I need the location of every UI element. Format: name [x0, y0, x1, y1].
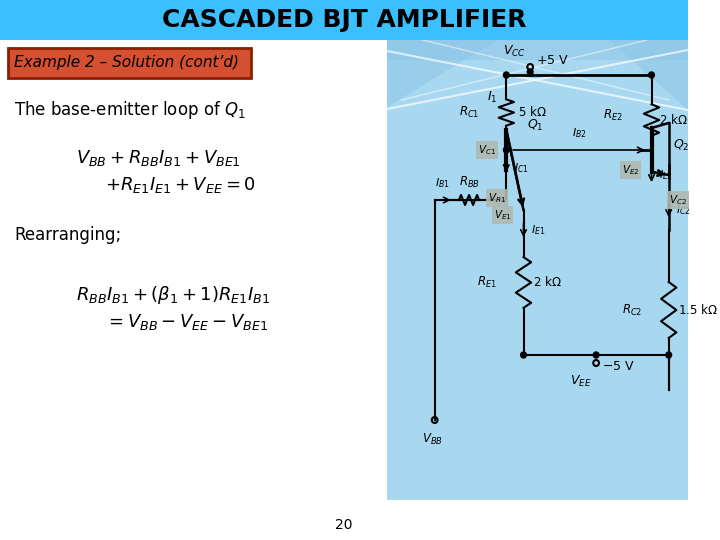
- Text: Example 2 – Solution (cont’d): Example 2 – Solution (cont’d): [14, 56, 239, 71]
- Text: $Q_2$: $Q_2$: [672, 138, 689, 152]
- Polygon shape: [382, 0, 564, 110]
- Text: Rearranging;: Rearranging;: [14, 226, 122, 244]
- Text: $+5\ \mathrm{V}$: $+5\ \mathrm{V}$: [536, 55, 569, 68]
- Text: $R_{E1}$: $R_{E1}$: [477, 275, 497, 290]
- Text: $V_{CC}$: $V_{CC}$: [503, 44, 526, 59]
- Circle shape: [666, 352, 672, 358]
- FancyBboxPatch shape: [8, 48, 251, 78]
- Text: $I_{L2}$: $I_{L2}$: [659, 168, 673, 182]
- Polygon shape: [382, 0, 688, 60]
- Text: $V_{C1}$: $V_{C1}$: [478, 143, 496, 157]
- Text: $2\ \mathrm{k}\Omega$: $2\ \mathrm{k}\Omega$: [659, 113, 688, 127]
- Text: $I_1$: $I_1$: [487, 90, 498, 105]
- Text: $Q_1$: $Q_1$: [527, 117, 544, 132]
- Circle shape: [503, 72, 509, 78]
- Text: $1.5\ \mathrm{k}\Omega$: $1.5\ \mathrm{k}\Omega$: [678, 303, 718, 317]
- Text: $I_{E1}$: $I_{E1}$: [531, 223, 546, 237]
- Text: $R_{BB}I_{B1} + (\beta_1 + 1)R_{E1}I_{B1}$: $R_{BB}I_{B1} + (\beta_1 + 1)R_{E1}I_{B1…: [76, 284, 271, 306]
- Text: $V_{R1}$: $V_{R1}$: [487, 191, 506, 205]
- Polygon shape: [382, 0, 688, 500]
- Text: $V_{E1}$: $V_{E1}$: [494, 208, 511, 222]
- Bar: [0, 0, 688, 40]
- Text: $I_{B2}$: $I_{B2}$: [572, 126, 586, 140]
- Text: The base-emitter loop of $Q_1$: The base-emitter loop of $Q_1$: [14, 99, 246, 121]
- Text: $R_{E2}$: $R_{E2}$: [603, 107, 623, 123]
- Text: $I_{C1}$: $I_{C1}$: [514, 161, 529, 175]
- Text: 20: 20: [335, 518, 353, 532]
- Bar: [0, 10, 387, 500]
- Circle shape: [503, 147, 509, 153]
- Text: $R_{C2}$: $R_{C2}$: [621, 302, 642, 318]
- Text: $V_{BB}$: $V_{BB}$: [423, 432, 444, 447]
- Text: $V_{C2}$: $V_{C2}$: [670, 193, 688, 207]
- Text: $+ R_{E1}I_{E1} + V_{EE} = 0$: $+ R_{E1}I_{E1} + V_{EE} = 0$: [105, 175, 256, 195]
- Text: $R_{BB}$: $R_{BB}$: [459, 175, 480, 190]
- Text: CASCADED BJT AMPLIFIER: CASCADED BJT AMPLIFIER: [162, 8, 526, 32]
- Text: $R_{C1}$: $R_{C1}$: [459, 105, 480, 120]
- Text: $I_{B1}$: $I_{B1}$: [435, 176, 450, 190]
- Text: $V_{EE}$: $V_{EE}$: [570, 374, 591, 389]
- Polygon shape: [564, 0, 688, 110]
- Text: $-5\ \mathrm{V}$: $-5\ \mathrm{V}$: [602, 360, 635, 373]
- Text: $= V_{BB} - V_{EE} - V_{BE1}$: $= V_{BB} - V_{EE} - V_{BE1}$: [105, 312, 268, 332]
- Text: $2\ \mathrm{k}\Omega$: $2\ \mathrm{k}\Omega$: [533, 275, 562, 289]
- Circle shape: [593, 352, 599, 358]
- Text: $I_{C2}$: $I_{C2}$: [676, 203, 691, 217]
- Text: $V_{E2}$: $V_{E2}$: [622, 163, 639, 177]
- Text: $V_{BB} + R_{BB}I_{B1} + V_{BE1}$: $V_{BB} + R_{BB}I_{B1} + V_{BE1}$: [76, 148, 241, 168]
- Circle shape: [649, 72, 654, 78]
- Circle shape: [527, 69, 533, 75]
- Circle shape: [521, 352, 526, 358]
- Text: $5\ \mathrm{k}\Omega$: $5\ \mathrm{k}\Omega$: [518, 105, 546, 119]
